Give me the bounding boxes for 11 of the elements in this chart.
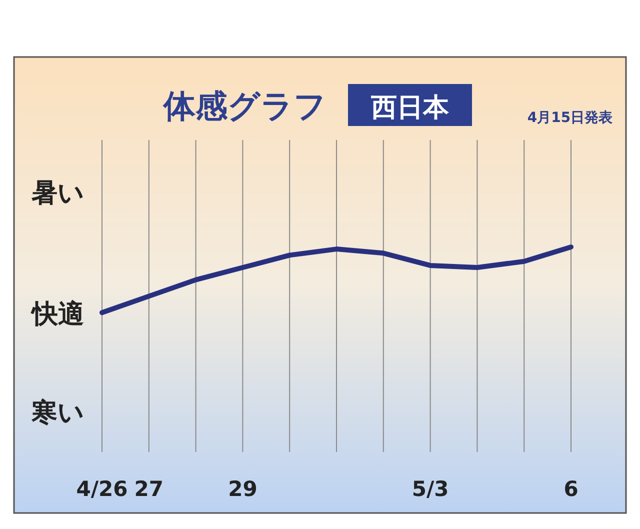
annotation: 快適	[30, 300, 84, 330]
x-tick-label: 6	[564, 477, 578, 501]
chart-title: 体感グラフ	[162, 87, 326, 125]
text: 暑い	[30, 178, 84, 209]
x-tick-label: 29	[228, 477, 258, 501]
x-tick-label: 4/26	[76, 477, 128, 501]
x-tick-label: 5/3	[412, 477, 449, 501]
text: 4月15日発表	[527, 110, 614, 126]
annotation: 寒い	[30, 398, 84, 428]
x-tick-label: 27	[134, 477, 164, 501]
chart-subtitle: 西日本	[370, 93, 450, 123]
